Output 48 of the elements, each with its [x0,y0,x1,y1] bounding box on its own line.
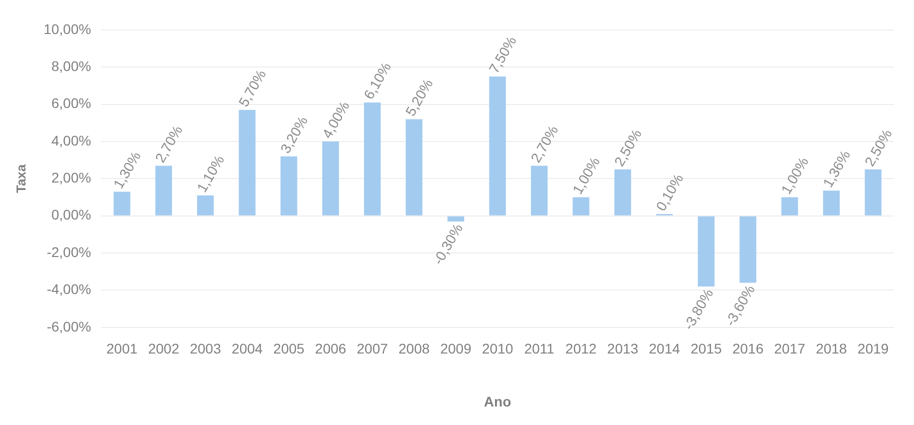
x-tick-label: 2013 [607,340,639,357]
bar [489,76,506,216]
x-tick-label: 2007 [356,340,388,357]
bar [114,192,130,216]
x-tick-label: 2001 [106,340,138,357]
x-tick-label: 2005 [273,340,305,357]
y-tick-label: 10,00% [44,20,92,37]
y-axis-title: Taxa [13,164,28,194]
x-tick-label: 2008 [398,340,430,357]
x-tick-label: 2009 [440,340,472,357]
x-tick-label: 2004 [232,340,263,357]
x-tick-label: 2017 [774,340,806,357]
x-tick-label: 2002 [148,340,180,357]
bar [864,169,882,216]
bar [823,190,840,216]
x-tick-label: 2018 [816,340,848,357]
x-tick-label: 2012 [565,340,597,357]
y-tick-label: -6,00% [46,318,92,334]
bar [406,119,422,216]
bar [698,216,715,287]
bar [280,156,298,216]
bar [614,169,632,216]
x-tick-label: 2003 [190,340,222,357]
x-tick-label: 2016 [732,340,764,357]
x-tick-label: 2010 [482,340,514,357]
x-tick-label: 2019 [858,340,889,357]
bar [447,216,464,222]
bar [740,216,756,283]
x-axis-title: Ano [484,393,512,410]
bar [530,166,548,216]
y-tick-label: 2,00% [51,170,92,186]
bar [197,195,214,216]
y-tick-label: 4,00% [51,132,92,148]
bar [572,197,590,216]
y-tick-label: 0,00% [51,206,92,223]
x-tick-label: 2011 [524,340,555,357]
bar [322,142,339,216]
y-tick-label: -2,00% [46,244,92,260]
bar [781,197,798,216]
bar [238,110,256,216]
y-tick-label: -4,00% [46,281,92,298]
x-tick-label: 2015 [690,340,722,357]
x-tick-label: 2006 [315,340,346,357]
y-tick-label: 8,00% [51,58,92,74]
x-tick-label: 2014 [648,340,680,357]
bar [155,166,172,216]
y-tick-label: 6,00% [51,95,92,112]
bar [364,102,381,216]
